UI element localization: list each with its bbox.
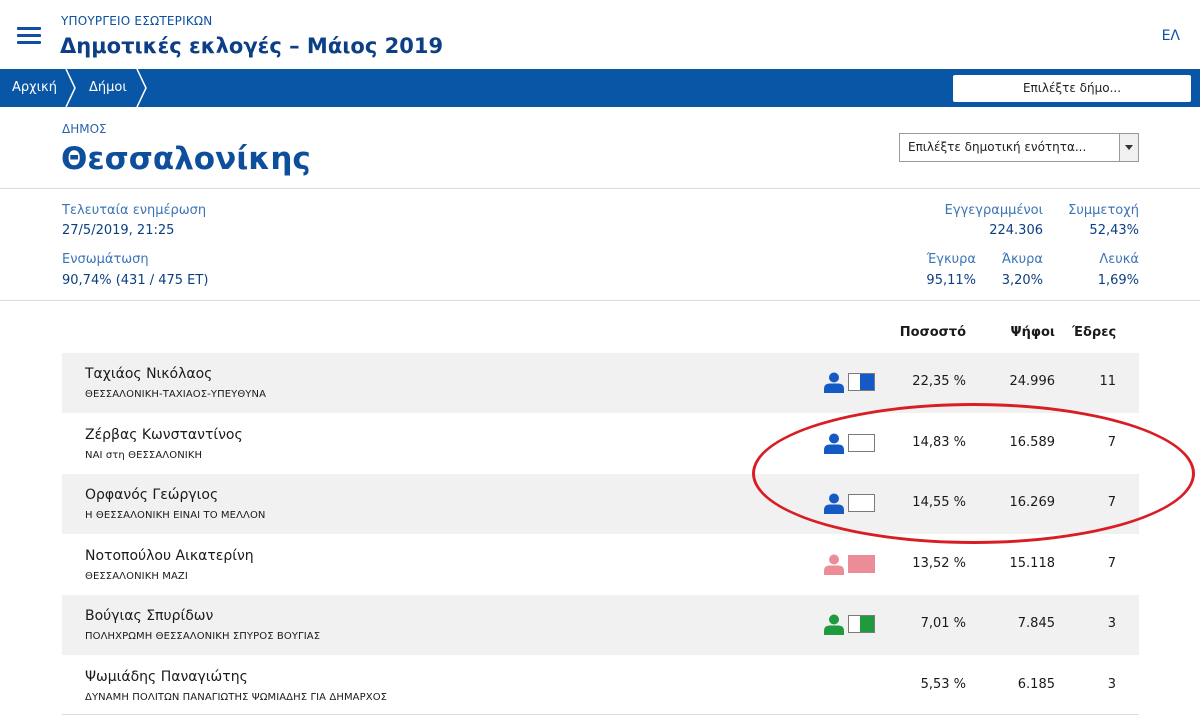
candidate-percent: 14,55 % <box>912 495 966 510</box>
candidate-party: Η ΘΕΣΣΑΛΟΝΙΚΗ ΕΙΝΑΙ ΤΟ ΜΕΛΛΟΝ <box>85 510 266 521</box>
turnout-label: Συμμετοχή <box>1068 203 1139 218</box>
candidate-seats: 7 <box>1107 435 1116 450</box>
divider <box>0 188 1200 189</box>
candidate-seats: 11 <box>1099 374 1116 389</box>
column-header-percent[interactable]: Ποσοστό <box>899 325 966 340</box>
breadcrumb-chevron-icon <box>136 69 147 107</box>
candidate-percent: 5,53 % <box>920 677 966 692</box>
turnout-value: 52,43% <box>1089 223 1139 238</box>
candidate-name[interactable]: Ταχιάος Νικόλαος <box>85 366 213 382</box>
candidate-percent: 13,52 % <box>912 556 966 571</box>
navigation-bar: Αρχική Δήμοι Επιλέξτε δήμο... <box>0 69 1200 107</box>
candidate-votes: 24.996 <box>1009 374 1056 389</box>
ministry-label: ΥΠΟΥΡΓΕΙΟ ΕΣΩΤΕΡΙΚΩΝ <box>61 14 213 28</box>
app-title: Δημοτικές εκλογές – Μάιος 2019 <box>60 34 444 58</box>
blank-label: Λευκά <box>1099 252 1139 267</box>
candidate-percent: 14,83 % <box>912 435 966 450</box>
candidate-row[interactable]: Ζέρβας Κωνσταντίνος ΝΑΙ στη ΘΕΣΣΑΛΟΝΙΚΗ 14… <box>62 414 1139 474</box>
invalid-value: 3,20% <box>1001 273 1043 288</box>
party-color-swatch <box>848 434 875 452</box>
municipal-unit-select[interactable]: Επιλέξτε δημοτική ενότητα... <box>899 133 1139 162</box>
party-color-swatch <box>848 494 875 512</box>
invalid-label: Άκυρα <box>1001 252 1043 267</box>
integration-value: 90,74% (431 / 475 ΕΤ) <box>62 273 209 288</box>
person-icon <box>824 614 844 635</box>
candidate-row[interactable]: Ψωμιάδης Παναγιώτης ΔΥΝΑΜΗ ΠΟΛΙΤΩΝ ΠΑΝΑΓΙ… <box>62 656 1139 716</box>
candidate-seats: 3 <box>1107 616 1116 631</box>
registered-label: Εγγεγραμμένοι <box>944 203 1043 218</box>
municipal-unit-select-placeholder: Επιλέξτε δημοτική ενότητα... <box>908 140 1087 154</box>
candidate-seats: 7 <box>1107 495 1116 510</box>
municipality-select[interactable]: Επιλέξτε δήμο... <box>953 75 1191 102</box>
divider <box>0 300 1200 301</box>
language-toggle[interactable]: ΕΛ <box>1161 28 1180 44</box>
person-icon <box>824 433 844 454</box>
valid-label: Έγκυρα <box>926 252 976 267</box>
person-icon <box>824 554 844 575</box>
candidate-name[interactable]: Νοτοπούλου Αικατερίνη <box>85 548 254 564</box>
person-icon <box>824 372 844 393</box>
candidate-party: ΝΑΙ στη ΘΕΣΣΑΛΟΝΙΚΗ <box>85 450 203 461</box>
candidate-votes: 7.845 <box>1017 616 1055 631</box>
column-header-votes[interactable]: Ψήφοι <box>1010 325 1055 340</box>
party-color-swatch <box>848 615 875 633</box>
candidate-name[interactable]: Ψωμιάδης Παναγιώτης <box>85 669 248 685</box>
candidate-row[interactable]: Ορφανός Γεώργιος Η ΘΕΣΣΑΛΟΝΙΚΗ ΕΙΝΑΙ ΤΟ Μ… <box>62 474 1139 534</box>
candidate-seats: 3 <box>1107 677 1116 692</box>
table-bottom-border <box>62 714 1139 715</box>
candidate-name[interactable]: Ορφανός Γεώργιος <box>85 487 219 503</box>
candidate-name[interactable]: Ζέρβας Κωνσταντίνος <box>85 427 243 443</box>
candidate-votes: 16.269 <box>1009 495 1056 510</box>
candidate-seats: 7 <box>1107 556 1116 571</box>
column-header-seats[interactable]: Έδρες <box>1072 325 1117 340</box>
last-update-label: Τελευταία ενημέρωση <box>62 203 207 218</box>
candidate-party: ΘΕΣΣΑΛΟΝΙΚΗ ΜΑΖΙ <box>85 571 188 582</box>
party-color-swatch <box>848 555 875 573</box>
candidate-row[interactable]: Νοτοπούλου Αικατερίνη ΘΕΣΣΑΛΟΝΙΚΗ ΜΑΖΙ 13,… <box>62 535 1139 595</box>
dropdown-arrow-icon[interactable] <box>1119 134 1138 161</box>
candidate-party: ΔΥΝΑΜΗ ΠΟΛΙΤΩΝ ΠΑΝΑΓΙΩΤΗΣ ΨΩΜΙΑΔΗΣ ΓΙΑ Δ… <box>85 692 388 703</box>
candidate-party: ΠΟΛΗΧΡΩΜΗ ΘΕΣΣΑΛΟΝΙΚΗ ΣΠΥΡΟΣ ΒΟΥΓΙΑΣ <box>85 631 321 642</box>
candidate-name[interactable]: Βούγιας Σπυρίδων <box>85 608 214 624</box>
integration-label: Ενσωμάτωση <box>62 252 149 267</box>
valid-value: 95,11% <box>926 273 976 288</box>
registered-value: 224.306 <box>989 223 1043 238</box>
hamburger-menu-icon[interactable] <box>17 27 41 45</box>
candidate-votes: 16.589 <box>1009 435 1056 450</box>
municipality-name: Θεσσαλονίκης <box>61 141 311 177</box>
person-icon <box>824 493 844 514</box>
candidate-votes: 15.118 <box>1009 556 1056 571</box>
candidate-party: ΘΕΣΣΑΛΟΝΙΚΗ-ΤΑΧΙΑΟΣ-ΥΠΕΥΘΥΝΑ <box>85 389 267 400</box>
party-color-swatch <box>848 373 875 391</box>
candidate-row[interactable]: Ταχιάος Νικόλαος ΘΕΣΣΑΛΟΝΙΚΗ-ΤΑΧΙΑΟΣ-ΥΠΕΥ… <box>62 353 1139 413</box>
breadcrumb-chevron-icon <box>65 69 76 107</box>
blank-value: 1,69% <box>1097 273 1139 288</box>
candidate-percent: 7,01 % <box>920 616 966 631</box>
candidate-percent: 22,35 % <box>912 374 966 389</box>
breadcrumb-municipalities[interactable]: Δήμοι <box>89 80 127 95</box>
breadcrumb-home[interactable]: Αρχική <box>12 80 57 95</box>
candidate-row[interactable]: Βούγιας Σπυρίδων ΠΟΛΗΧΡΩΜΗ ΘΕΣΣΑΛΟΝΙΚΗ ΣΠ… <box>62 595 1139 655</box>
candidate-votes: 6.185 <box>1017 677 1055 692</box>
municipality-label: ΔΗΜΟΣ <box>62 122 107 136</box>
last-update-value: 27/5/2019, 21:25 <box>62 223 175 238</box>
